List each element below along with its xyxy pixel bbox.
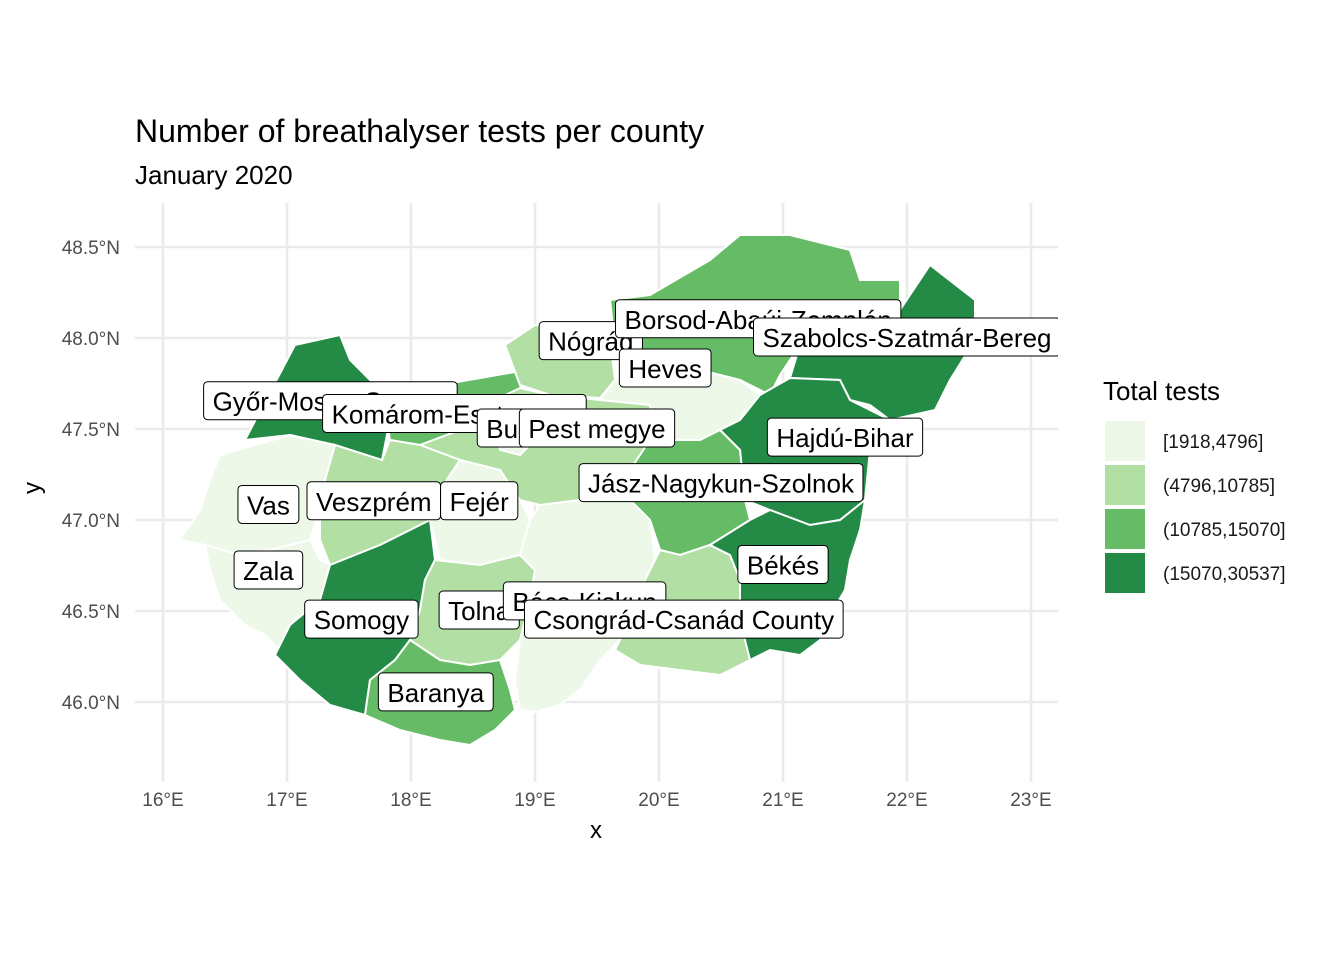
y-tick-label: 47.0°N: [62, 511, 120, 532]
county-labels: Győr-Moson-SopronKomárom-EsztergomBudape…: [203, 299, 1058, 712]
county-label: Somogy: [304, 599, 419, 639]
county-label: Békés: [737, 545, 829, 584]
county-label-box: [377, 672, 494, 712]
axis-ticks: 16°E 17°E 18°E 19°E 20°E 21°E 22°E 23°E 46.0°N 46…: [62, 238, 1052, 811]
county-label: Csongrád-Csanád County: [523, 599, 844, 639]
legend: Total tests [1918,4796] (4796,10785] (1078…: [1103, 376, 1286, 593]
county-label-box: [523, 599, 844, 639]
legend-swatch: [1105, 509, 1145, 549]
county-label-box: [518, 408, 676, 448]
legend-title: Total tests: [1103, 376, 1220, 406]
legend-label: [1918,4796]: [1163, 432, 1263, 453]
county-label-text: Pest megye: [528, 414, 665, 444]
y-tick-label: 46.5°N: [62, 602, 120, 623]
county-label-box: [753, 317, 1058, 357]
county-label-text: Somogy: [314, 605, 409, 635]
x-tick-label: 23°E: [1010, 790, 1051, 811]
legend-items: [1918,4796] (4796,10785] (10785,15070] (150…: [1105, 421, 1286, 593]
county-label: Pest megye: [518, 408, 676, 448]
x-tick-label: 21°E: [762, 790, 803, 811]
county-label-box: [618, 348, 712, 388]
county-label: Szabolcs-Szatmár-Bereg: [753, 317, 1058, 357]
x-tick-label: 17°E: [266, 790, 307, 811]
county-label: Veszprém: [306, 481, 442, 521]
legend-swatch: [1105, 465, 1145, 505]
county-label-box: [233, 550, 304, 590]
county-label-text: Csongrád-Csanád County: [533, 605, 834, 635]
y-axis-label: y: [19, 482, 46, 494]
county-label-text: Jász-Nagykun-Szolnok: [588, 469, 855, 499]
county-label: Vas: [237, 484, 300, 524]
x-tick-label: 20°E: [638, 790, 679, 811]
x-tick-label: 19°E: [514, 790, 555, 811]
x-tick-label: 22°E: [886, 790, 927, 811]
x-tick-label: 16°E: [142, 790, 183, 811]
y-tick-label: 48.5°N: [62, 238, 120, 259]
county-label-text: Vas: [247, 490, 290, 520]
y-tick-label: 48.0°N: [62, 329, 120, 350]
county-label-box: [737, 545, 829, 584]
county-label-text: Baranya: [387, 678, 484, 708]
x-axis-label: x: [590, 817, 602, 844]
county-label-box: [766, 417, 924, 457]
county-label: Hajdú-Bihar: [766, 417, 924, 457]
county-label-text: Heves: [628, 354, 702, 384]
county-label: Heves: [618, 348, 712, 388]
map-subtitle: January 2020: [135, 160, 293, 190]
y-tick-label: 47.5°N: [62, 420, 120, 441]
county-label-text: Zala: [243, 556, 294, 586]
county-label: Jász-Nagykun-Szolnok: [578, 463, 864, 503]
legend-label: (15070,30537]: [1163, 564, 1286, 585]
legend-label: (4796,10785]: [1163, 476, 1275, 497]
county-label-box: [304, 599, 419, 639]
map-title: Number of breathalyser tests per county: [135, 113, 704, 149]
county-label-text: Fejér: [450, 487, 510, 517]
legend-label: (10785,15070]: [1163, 520, 1286, 541]
county-label-box: [578, 463, 864, 503]
legend-swatch: [1105, 553, 1145, 593]
county-label-text: Békés: [747, 551, 819, 581]
county-label-text: Veszprém: [316, 487, 432, 517]
legend-swatch: [1105, 421, 1145, 461]
county-label: Zala: [233, 550, 304, 590]
county-label-text: Hajdú-Bihar: [776, 423, 914, 453]
county-label: Fejér: [440, 481, 519, 521]
county-label-text: Tolna: [448, 596, 511, 626]
county-label: Baranya: [377, 672, 494, 712]
county-label-box: [237, 484, 300, 524]
county-label-box: [440, 481, 519, 521]
y-tick-label: 46.0°N: [62, 693, 120, 714]
county-label-text: Szabolcs-Szatmár-Bereg: [763, 323, 1052, 353]
x-tick-label: 18°E: [390, 790, 431, 811]
